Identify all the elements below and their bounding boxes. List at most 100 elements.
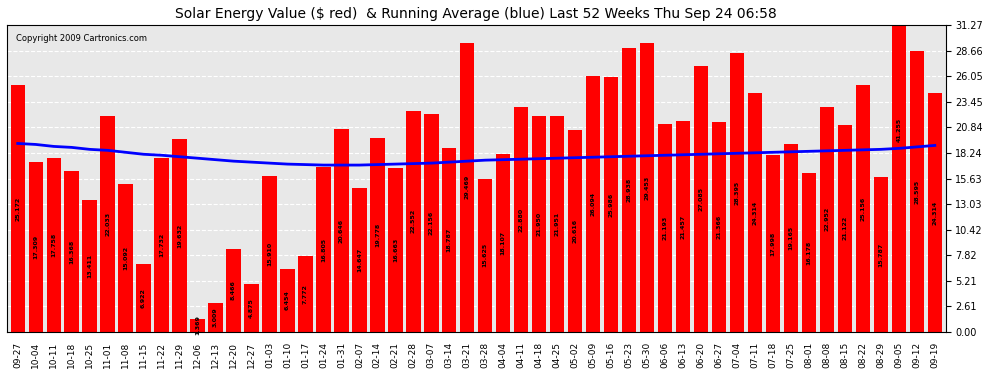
Text: 7.772: 7.772 bbox=[303, 284, 308, 304]
Bar bbox=[29, 162, 43, 332]
Bar bbox=[64, 171, 79, 332]
Text: 22.552: 22.552 bbox=[411, 209, 416, 233]
Title: Solar Energy Value ($ red)  & Running Average (blue) Last 52 Weeks Thu Sep 24 06: Solar Energy Value ($ red) & Running Ave… bbox=[175, 7, 777, 21]
Text: 22.156: 22.156 bbox=[429, 211, 434, 236]
Text: 14.647: 14.647 bbox=[356, 248, 362, 272]
Bar bbox=[802, 173, 816, 332]
Text: 15.625: 15.625 bbox=[483, 243, 488, 267]
Text: 21.193: 21.193 bbox=[662, 216, 667, 240]
Text: 21.950: 21.950 bbox=[537, 212, 542, 236]
Text: 1.369: 1.369 bbox=[195, 315, 200, 335]
Bar bbox=[694, 66, 708, 332]
Text: 24.314: 24.314 bbox=[933, 201, 938, 225]
Bar bbox=[568, 129, 582, 332]
Bar bbox=[658, 124, 672, 332]
Text: 19.632: 19.632 bbox=[177, 224, 182, 248]
Bar bbox=[460, 43, 474, 332]
Text: Copyright 2009 Cartronics.com: Copyright 2009 Cartronics.com bbox=[16, 34, 148, 43]
Bar bbox=[586, 76, 600, 332]
Bar bbox=[784, 144, 798, 332]
Bar bbox=[622, 48, 637, 332]
Text: 21.122: 21.122 bbox=[842, 216, 847, 240]
Bar bbox=[892, 0, 906, 332]
Text: 16.805: 16.805 bbox=[321, 237, 326, 262]
Text: 19.165: 19.165 bbox=[788, 226, 793, 250]
Text: 21.457: 21.457 bbox=[680, 214, 685, 239]
Bar bbox=[245, 284, 258, 332]
Bar bbox=[820, 106, 835, 332]
Bar bbox=[47, 158, 61, 332]
Bar bbox=[262, 176, 276, 332]
Text: 27.085: 27.085 bbox=[699, 187, 704, 211]
Text: 13.411: 13.411 bbox=[87, 254, 92, 278]
Text: 17.732: 17.732 bbox=[159, 233, 164, 257]
Bar bbox=[838, 124, 852, 332]
Bar bbox=[335, 129, 348, 332]
Bar bbox=[137, 264, 150, 332]
Text: 21.366: 21.366 bbox=[717, 215, 722, 239]
Text: 22.952: 22.952 bbox=[825, 207, 830, 231]
Bar bbox=[928, 93, 942, 332]
Bar bbox=[873, 177, 888, 332]
Bar bbox=[316, 167, 331, 332]
Bar bbox=[298, 256, 313, 332]
Bar bbox=[100, 116, 115, 332]
Text: 20.616: 20.616 bbox=[572, 219, 577, 243]
Text: 16.178: 16.178 bbox=[807, 240, 812, 265]
Bar bbox=[712, 122, 727, 332]
Bar bbox=[676, 121, 690, 332]
Text: 6.454: 6.454 bbox=[285, 291, 290, 310]
Text: 18.787: 18.787 bbox=[446, 228, 451, 252]
Text: 24.314: 24.314 bbox=[752, 201, 757, 225]
Bar bbox=[855, 85, 870, 332]
Bar bbox=[910, 51, 924, 332]
Text: 28.395: 28.395 bbox=[735, 180, 740, 205]
Text: 22.880: 22.880 bbox=[519, 208, 524, 232]
Bar bbox=[496, 154, 511, 332]
Text: 41.255: 41.255 bbox=[896, 117, 901, 142]
Bar bbox=[280, 268, 295, 332]
Bar bbox=[766, 155, 780, 332]
Bar bbox=[190, 319, 205, 332]
Bar bbox=[82, 200, 97, 332]
Bar bbox=[119, 184, 133, 332]
Text: 17.998: 17.998 bbox=[770, 231, 775, 256]
Bar bbox=[514, 107, 529, 332]
Bar bbox=[406, 111, 421, 332]
Bar bbox=[227, 249, 241, 332]
Text: 25.156: 25.156 bbox=[860, 196, 865, 220]
Text: 28.938: 28.938 bbox=[627, 178, 632, 202]
Text: 16.663: 16.663 bbox=[393, 238, 398, 262]
Bar bbox=[11, 85, 25, 332]
Bar bbox=[443, 147, 456, 332]
Text: 17.309: 17.309 bbox=[34, 235, 39, 259]
Bar bbox=[747, 93, 762, 332]
Text: 17.758: 17.758 bbox=[51, 233, 56, 257]
Text: 25.986: 25.986 bbox=[609, 192, 614, 217]
Text: 15.910: 15.910 bbox=[267, 242, 272, 266]
Bar bbox=[424, 114, 439, 332]
Bar bbox=[532, 117, 546, 332]
Text: 16.368: 16.368 bbox=[69, 240, 74, 264]
Text: 4.875: 4.875 bbox=[249, 298, 254, 318]
Bar bbox=[388, 168, 403, 332]
Bar bbox=[172, 139, 187, 332]
Text: 15.092: 15.092 bbox=[123, 246, 128, 270]
Bar bbox=[352, 188, 366, 332]
Text: 6.922: 6.922 bbox=[142, 288, 147, 308]
Bar bbox=[550, 117, 564, 332]
Text: 3.009: 3.009 bbox=[213, 308, 218, 327]
Text: 26.094: 26.094 bbox=[591, 192, 596, 216]
Text: 18.107: 18.107 bbox=[501, 231, 506, 255]
Text: 19.778: 19.778 bbox=[375, 223, 380, 247]
Text: 28.595: 28.595 bbox=[915, 180, 920, 204]
Bar bbox=[604, 77, 619, 332]
Text: 29.469: 29.469 bbox=[464, 175, 470, 200]
Text: 22.033: 22.033 bbox=[105, 212, 110, 236]
Text: 8.466: 8.466 bbox=[231, 280, 236, 300]
Bar bbox=[154, 158, 168, 332]
Bar bbox=[478, 178, 492, 332]
Bar bbox=[730, 53, 744, 332]
Bar bbox=[208, 303, 223, 332]
Text: 21.951: 21.951 bbox=[554, 212, 559, 236]
